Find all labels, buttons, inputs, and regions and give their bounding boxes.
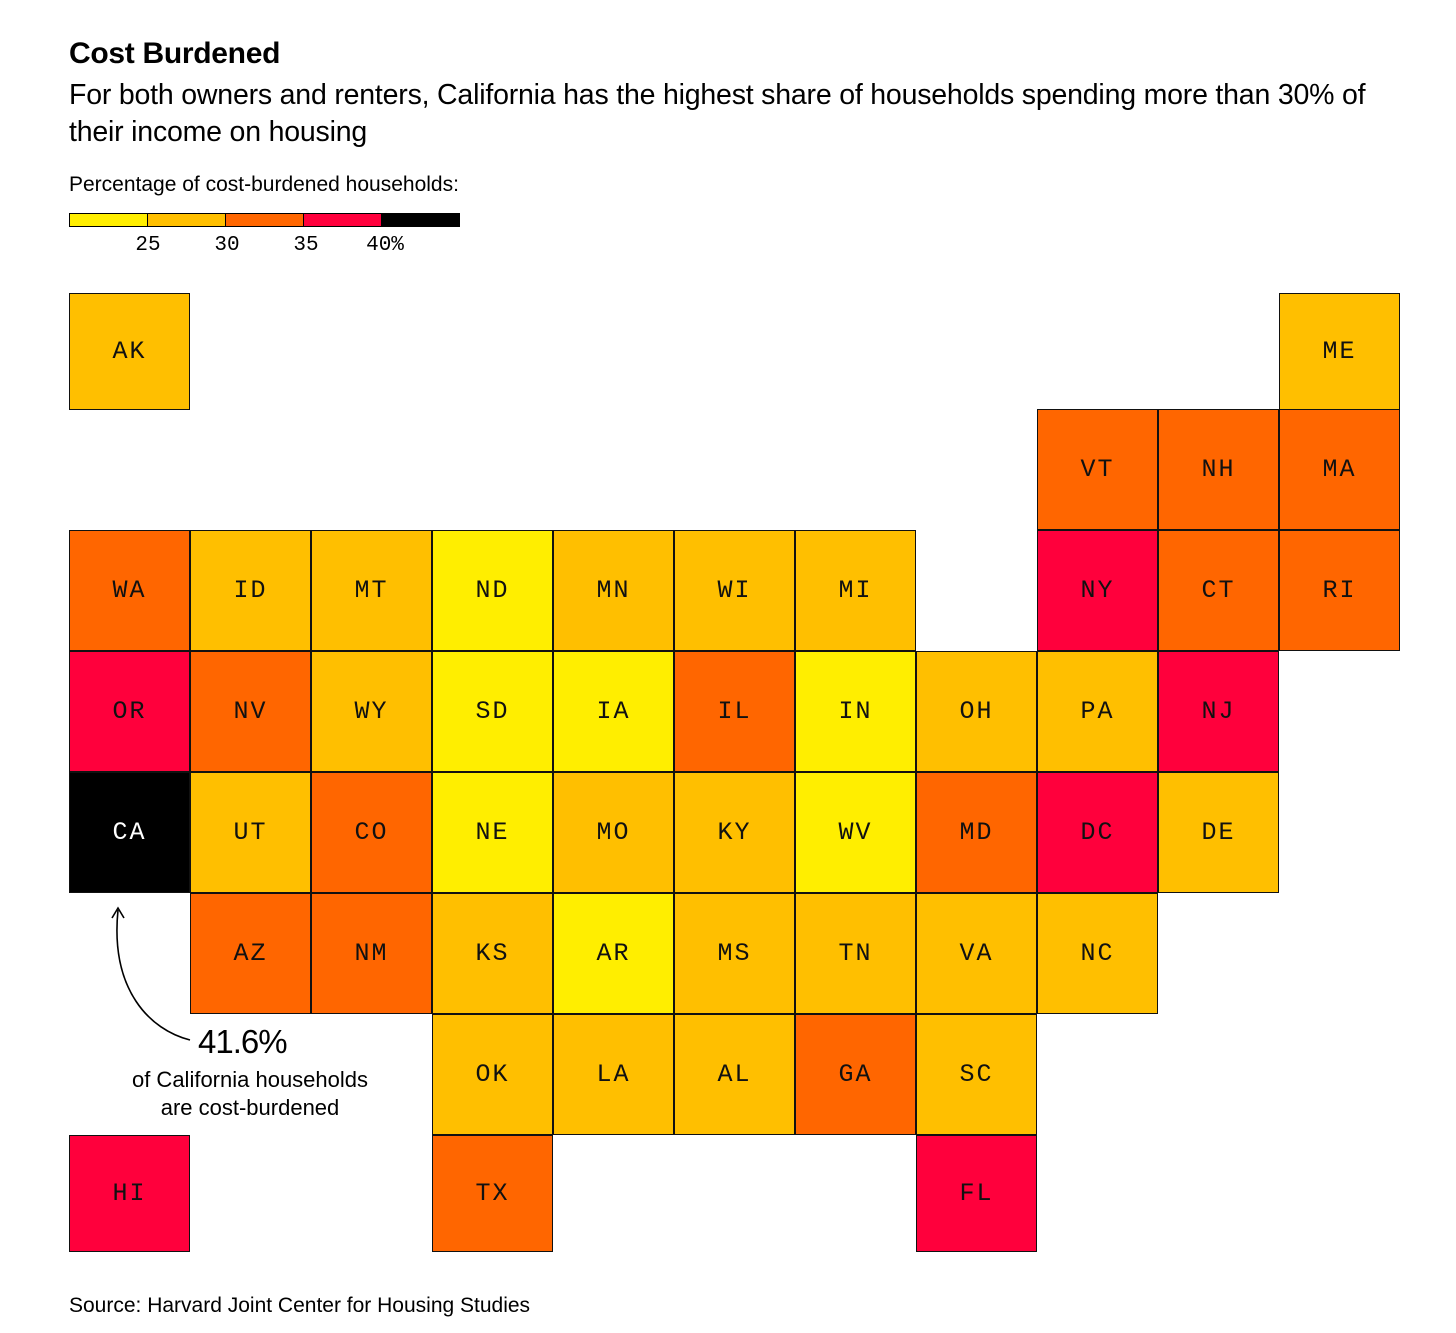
state-tile-nh: NH (1158, 409, 1279, 530)
source-note: Source: Harvard Joint Center for Housing… (69, 1294, 531, 1317)
state-tile-ky: KY (674, 772, 795, 893)
state-tile-mn: MN (553, 530, 674, 651)
state-tile-mt: MT (311, 530, 432, 651)
state-tile-ak: AK (69, 293, 190, 410)
state-tile-id: ID (190, 530, 311, 651)
annotation-value: 41.6% (198, 1023, 288, 1060)
annotation-line-2: are cost-burdened (160, 1095, 340, 1120)
state-tile-ar: AR (553, 893, 674, 1014)
state-tile-pa: PA (1037, 651, 1158, 772)
state-tile-nd: ND (432, 530, 553, 651)
state-tile-nv: NV (190, 651, 311, 772)
state-tile-ia: IA (553, 651, 674, 772)
state-tile-ny: NY (1037, 530, 1158, 651)
state-tile-al: AL (674, 1014, 795, 1135)
state-tile-nc: NC (1037, 893, 1158, 1014)
state-tile-nm: NM (311, 893, 432, 1014)
state-tile-md: MD (916, 772, 1037, 893)
legend-tick-30: 30 (214, 234, 240, 257)
state-tile-in: IN (795, 651, 916, 772)
chart-title: Cost Burdened (69, 37, 281, 70)
state-tile-il: IL (674, 651, 795, 772)
state-tile-sc: SC (916, 1014, 1037, 1135)
state-tile-ma: MA (1279, 409, 1400, 530)
legend-title: Percentage of cost-burdened households: (69, 173, 459, 196)
state-tile-ok: OK (432, 1014, 553, 1135)
legend-tick-25: 25 (135, 234, 161, 257)
state-tile-ri: RI (1279, 530, 1400, 651)
state-tile-wy: WY (311, 651, 432, 772)
legend-color-scale (69, 213, 460, 227)
state-tile-wi: WI (674, 530, 795, 651)
state-tile-de: DE (1158, 772, 1279, 893)
state-tile-mo: MO (553, 772, 674, 893)
state-tile-wa: WA (69, 530, 190, 651)
state-tile-nj: NJ (1158, 651, 1279, 772)
legend-tick-40: 40% (366, 234, 404, 257)
annotation-line-1: of California households (131, 1067, 369, 1092)
legend-swatch-5 (381, 213, 460, 227)
state-tile-oh: OH (916, 651, 1037, 772)
state-tile-co: CO (311, 772, 432, 893)
state-tile-az: AZ (190, 893, 311, 1014)
annotation-text: of California households are cost-burden… (100, 1066, 400, 1122)
state-tile-ca: CA (69, 772, 190, 893)
state-tile-mi: MI (795, 530, 916, 651)
state-tile-or: OR (69, 651, 190, 772)
state-tile-va: VA (916, 893, 1037, 1014)
legend-tick-35: 35 (293, 234, 319, 257)
state-tile-tx: TX (432, 1135, 553, 1252)
state-tile-ga: GA (795, 1014, 916, 1135)
state-tile-ct: CT (1158, 530, 1279, 651)
state-tile-wv: WV (795, 772, 916, 893)
state-tile-fl: FL (916, 1135, 1037, 1252)
state-tile-tn: TN (795, 893, 916, 1014)
state-tile-dc: DC (1037, 772, 1158, 893)
state-tile-ms: MS (674, 893, 795, 1014)
state-tile-ks: KS (432, 893, 553, 1014)
state-tile-hi: HI (69, 1135, 190, 1252)
state-tile-me: ME (1279, 293, 1400, 410)
state-tile-la: LA (553, 1014, 674, 1135)
state-tile-sd: SD (432, 651, 553, 772)
state-tile-ut: UT (190, 772, 311, 893)
state-tile-vt: VT (1037, 409, 1158, 530)
chart-subtitle: For both owners and renters, California … (69, 79, 1366, 148)
state-tile-ne: NE (432, 772, 553, 893)
